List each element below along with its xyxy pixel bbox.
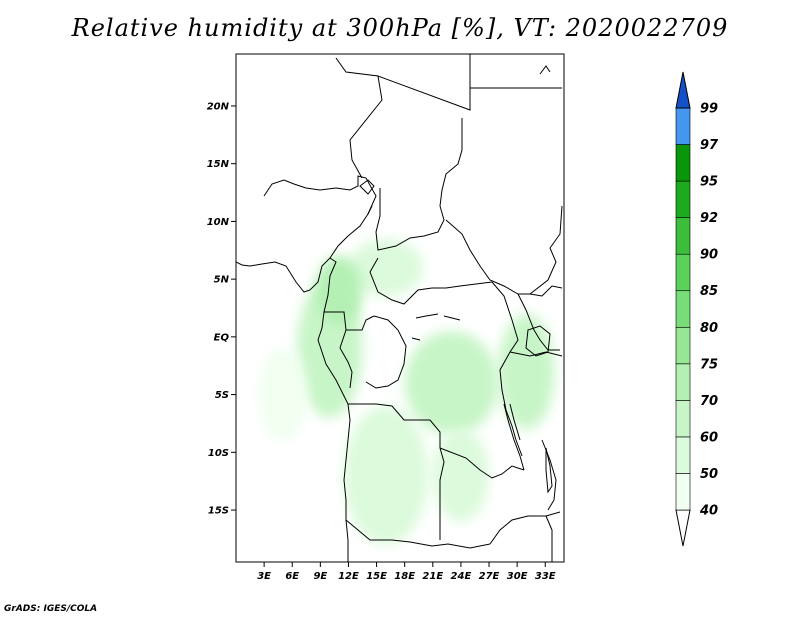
colorbar-segment-80	[675, 290, 691, 328]
colorbar-label-92: 92	[700, 211, 718, 226]
lon-tick-label: 24E	[451, 571, 472, 582]
border-congo-drc-river	[365, 315, 407, 389]
colorbar-label-80: 80	[700, 321, 718, 336]
colorbar-label-60: 60	[700, 430, 718, 445]
humidity-fill-layer	[259, 238, 555, 545]
colorbar-segment-95	[675, 144, 691, 182]
colorbar: 40 50 60 70 75 80 85 90 92 95 97 99	[675, 71, 719, 547]
colorbar-label-70: 70	[700, 394, 718, 409]
grads-credit: GrADS: IGES/COLA	[4, 604, 98, 614]
lat-tick-label: 10S	[208, 448, 229, 459]
border-gabon	[324, 311, 375, 331]
humidity-region-angola-plateau	[343, 406, 429, 545]
colorbar-segment-85	[675, 253, 691, 292]
colorbar-label-99: 99	[700, 102, 718, 117]
colorbar-segment-40	[675, 473, 691, 511]
map-title: Relative humidity at 300hPa [%], VT: 202…	[71, 14, 729, 42]
humidity-region-car-north	[348, 238, 424, 297]
border-ethiopia	[529, 205, 563, 295]
border-niger-north	[335, 57, 383, 179]
border-libya	[377, 54, 471, 111]
colorbar-segment-75	[675, 326, 691, 365]
border-chad-north	[263, 175, 377, 215]
lake-chad	[359, 179, 375, 195]
border-zambia-drc	[439, 447, 525, 479]
humidity-region-great-lakes	[498, 313, 555, 430]
sinai	[539, 65, 551, 75]
border-tanzania	[509, 351, 563, 357]
border-zimbabwe	[489, 511, 561, 545]
longitude-axis: 3E 6E 9E 12E 15E 18E 21E 24E 27E 30E 33E	[257, 562, 556, 582]
border-car-drc	[369, 257, 493, 305]
border-mozambique	[545, 515, 553, 562]
country-borders	[236, 54, 563, 562]
lat-tick-label: 20N	[207, 101, 230, 112]
border-angola-north	[348, 403, 441, 448]
lake-victoria	[525, 325, 551, 357]
humidity-region-congo-basin-central	[404, 331, 499, 435]
border-drc-east	[491, 281, 523, 457]
border-congo-gabon	[339, 329, 353, 389]
colorbar-segment-70	[675, 363, 691, 401]
colorbar-label-40: 40	[699, 504, 718, 519]
humidity-region-zambia-west	[432, 429, 490, 522]
lat-tick-label: 5N	[214, 275, 230, 286]
border-namibia	[345, 519, 491, 549]
colorbar-segment-97	[675, 107, 691, 145]
lake-tanganyika	[503, 403, 525, 471]
lon-tick-label: 18E	[394, 571, 415, 582]
border-uganda-kenya	[517, 293, 560, 351]
lon-tick-label: 15E	[366, 571, 387, 582]
lon-tick-label: 27E	[479, 571, 500, 582]
lon-tick-label: 3E	[257, 571, 271, 582]
lon-tick-label: 21E	[422, 571, 443, 582]
lat-tick-label: 15N	[207, 159, 230, 170]
lon-tick-label: 12E	[338, 571, 359, 582]
lat-tick-label: 10N	[207, 217, 230, 228]
colorbar-segment-92	[675, 180, 691, 218]
colorbar-upper-arrow	[675, 71, 691, 109]
colorbar-label-85: 85	[700, 284, 718, 299]
border-sudan-south	[445, 219, 563, 297]
lat-tick-label: EQ	[214, 332, 230, 343]
border-malawi	[541, 439, 557, 511]
colorbar-segment-60	[675, 400, 691, 438]
colorbar-segment-50	[675, 436, 691, 474]
lake-malawi	[545, 447, 553, 494]
colorbar-label-75: 75	[700, 357, 718, 372]
lat-tick-label: 15S	[208, 506, 229, 517]
colorbar-label-97: 97	[700, 138, 719, 153]
colorbar-label-50: 50	[700, 467, 718, 482]
colorbar-lower-arrow	[675, 509, 691, 547]
humidity-region-atlantic-offshore	[259, 348, 307, 441]
humidity-region-cameroon-highlands	[315, 256, 363, 326]
colorbar-label-95: 95	[700, 175, 718, 190]
border-sudan-chad	[375, 118, 463, 251]
colorbar-segment-90	[675, 217, 691, 255]
lon-tick-label: 9E	[313, 571, 327, 582]
lat-tick-label: 5S	[215, 390, 229, 401]
lon-tick-label: 30E	[507, 571, 528, 582]
colorbar-label-90: 90	[700, 248, 718, 263]
river-congo-inner	[411, 313, 461, 341]
map-frame	[235, 53, 565, 563]
lon-tick-label: 33E	[535, 571, 556, 582]
latitude-axis: 20N 15N 10N 5N EQ 5S 10S 15S	[207, 101, 236, 517]
border-angola-zambia	[439, 447, 445, 540]
lon-tick-label: 6E	[285, 571, 299, 582]
